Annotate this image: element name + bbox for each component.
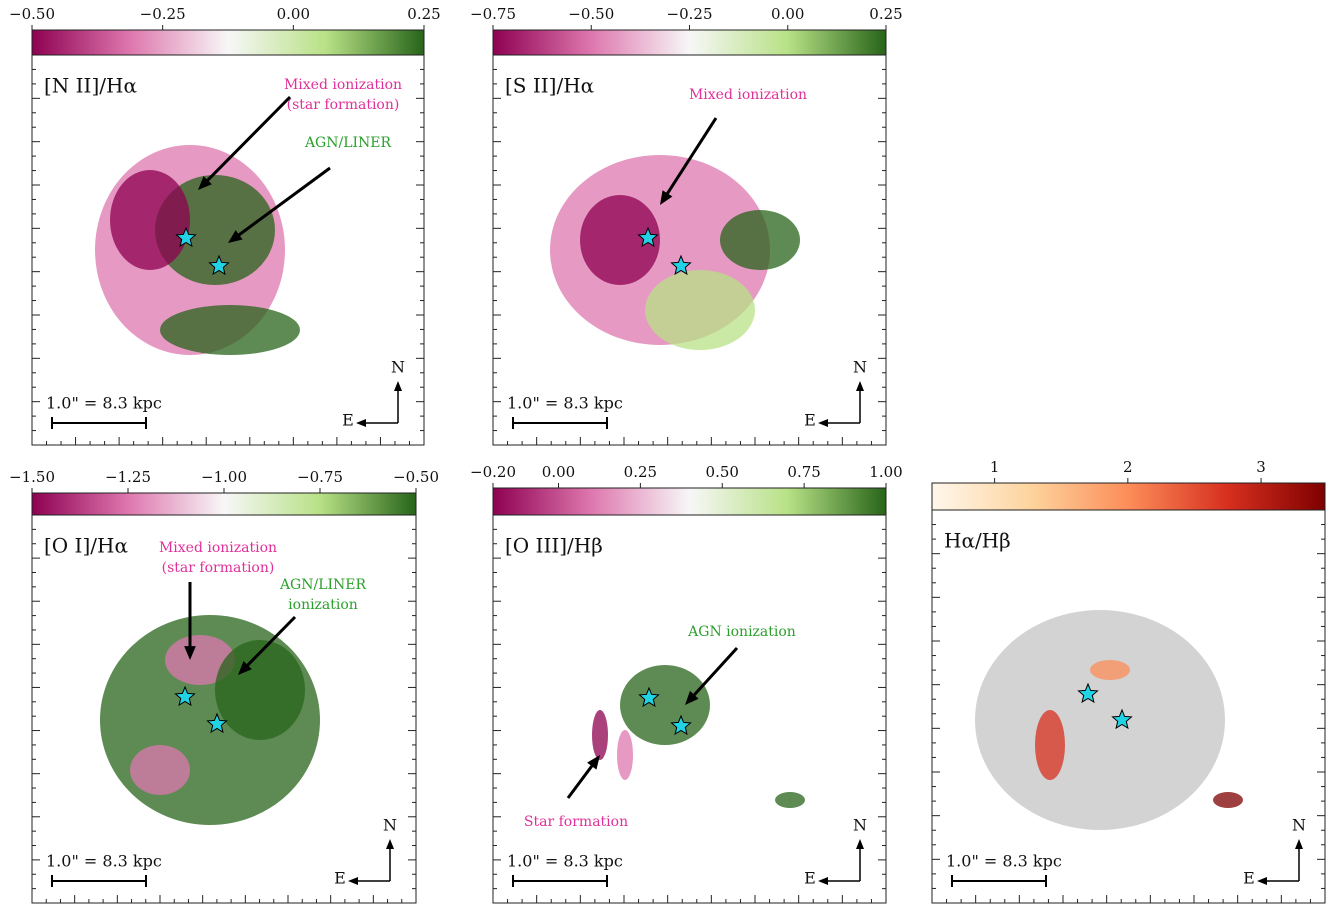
panel-label: Hα/Hβ: [944, 529, 1011, 553]
compass-east-label: E: [804, 411, 816, 430]
colorbar-tick-label: 0.00: [542, 463, 575, 481]
colorbar: [493, 488, 886, 515]
colorbar: [932, 483, 1325, 510]
map-region: [592, 710, 608, 760]
colorbar-tick-label: 0.25: [624, 463, 657, 481]
map-region: [975, 610, 1225, 830]
annotation: Mixed ionization: [689, 87, 807, 103]
colorbar-tick-label: −0.50: [568, 5, 614, 23]
colorbar-tick-label: −0.50: [9, 5, 55, 23]
map: [592, 665, 805, 808]
annotation: Star formation: [524, 814, 628, 830]
compass-north-label: N: [853, 816, 867, 835]
panel-label: [O I]/Hα: [44, 534, 128, 558]
panel: −0.20 0.00 0.25 0.50 0.75 1.00 [O III]/Hβ AGN i…: [470, 463, 903, 903]
figure: −0.50 −0.25 0.00 0.25 [N II]/Hα Mixed ionizat…: [0, 0, 1337, 908]
compass-east-label: E: [342, 411, 354, 430]
colorbar-tick-label: 0.25: [407, 5, 440, 23]
map-region: [617, 730, 633, 780]
scale-bar-label: 1.0" = 8.3 kpc: [46, 394, 162, 413]
colorbar-tick-label: −1.50: [9, 468, 55, 486]
colorbar: [32, 30, 424, 55]
panel: −0.75 −0.50 −0.25 0.00 0.25 [S II]/Hα Mixed io…: [470, 5, 903, 445]
map-region: [1035, 710, 1065, 780]
colorbar-tick-label: 1.00: [869, 463, 902, 481]
annotation: Mixed ionization: [284, 77, 402, 93]
annotation: AGN/LINER: [279, 577, 367, 593]
colorbar-tick-label: −1.00: [201, 468, 247, 486]
annotation: Mixed ionization: [159, 540, 277, 556]
colorbar-tick-label: 1: [990, 458, 1000, 476]
colorbar: [32, 493, 416, 515]
map-region: [720, 210, 800, 270]
colorbar-tick-label: 0.00: [771, 5, 804, 23]
colorbar-tick-label: 0.00: [277, 5, 310, 23]
panel: −0.50 −0.25 0.00 0.25 [N II]/Hα Mixed ionizat…: [9, 5, 441, 445]
compass-head: [856, 381, 864, 391]
map-region: [110, 170, 190, 270]
colorbar-tick-label: −1.25: [105, 468, 151, 486]
scale-bar-label: 1.0" = 8.3 kpc: [507, 852, 623, 871]
colorbar-tick-label: 0.50: [706, 463, 739, 481]
compass-head: [1295, 839, 1303, 849]
map-region: [775, 792, 805, 808]
map: [975, 610, 1243, 830]
map: [95, 145, 300, 355]
colorbar-tick-label: −0.75: [297, 468, 343, 486]
colorbar-tick-label: 0.75: [787, 463, 820, 481]
colorbar-tick-label: −0.25: [140, 5, 186, 23]
annotation: (star formation): [162, 560, 275, 576]
arrow: [568, 761, 595, 798]
compass-north-label: N: [853, 358, 867, 377]
map-region: [620, 665, 710, 745]
map-region: [1090, 660, 1130, 680]
compass-north-label: N: [383, 816, 397, 835]
map-region: [215, 640, 305, 740]
compass-east-label: E: [804, 869, 816, 888]
panel: 1 2 3 Hα/Hβ 1.0" = 8.3 kpc N E: [932, 458, 1325, 903]
panel-label: [S II]/Hα: [505, 74, 594, 98]
compass-head: [818, 419, 828, 427]
compass-head: [856, 839, 864, 849]
annotation: AGN ionization: [687, 624, 796, 640]
compass-head: [394, 381, 402, 391]
compass-east-label: E: [334, 869, 346, 888]
map-region: [1213, 792, 1243, 808]
colorbar-tick-label: −0.75: [470, 5, 516, 23]
arrow: [690, 648, 737, 699]
colorbar-tick-label: 0.25: [869, 5, 902, 23]
colorbar-tick-label: −0.50: [393, 468, 439, 486]
colorbar-tick-label: 2: [1123, 458, 1133, 476]
colorbar-tick-label: −0.25: [667, 5, 713, 23]
panel-label: [N II]/Hα: [44, 74, 137, 98]
scale-bar-label: 1.0" = 8.3 kpc: [946, 852, 1062, 871]
map-region: [160, 305, 300, 355]
compass-head: [356, 419, 366, 427]
compass-head: [818, 877, 828, 885]
annotation: (star formation): [287, 97, 400, 113]
compass-north-label: N: [391, 358, 405, 377]
annotation: AGN/LINER: [304, 135, 392, 151]
compass-north-label: N: [1292, 816, 1306, 835]
colorbar: [493, 30, 886, 55]
compass-head: [1257, 877, 1267, 885]
map-region: [645, 270, 755, 350]
annotation: ionization: [288, 597, 358, 613]
panel: −1.50 −1.25 −1.00 −0.75 −0.50 [O I]/Hα Mixed i…: [9, 468, 439, 903]
compass-head: [386, 839, 394, 849]
scale-bar-label: 1.0" = 8.3 kpc: [46, 852, 162, 871]
compass-east-label: E: [1243, 869, 1255, 888]
compass-head: [348, 877, 358, 885]
colorbar-tick-label: 3: [1256, 458, 1266, 476]
scale-bar-label: 1.0" = 8.3 kpc: [507, 394, 623, 413]
map: [100, 615, 320, 825]
colorbar-tick-label: −0.20: [470, 463, 516, 481]
panel-label: [O III]/Hβ: [505, 534, 603, 558]
map-region: [130, 745, 190, 795]
